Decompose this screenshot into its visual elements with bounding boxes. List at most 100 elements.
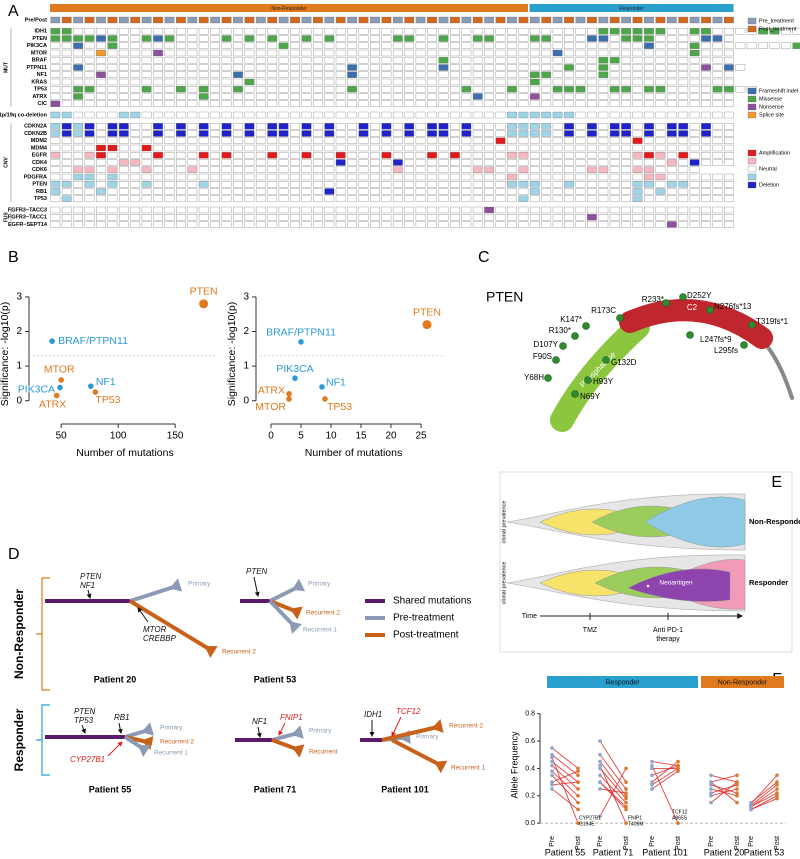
y-axis-title: Allele Frequency — [509, 731, 519, 799]
cell — [324, 206, 335, 214]
cell — [358, 71, 369, 78]
cell — [689, 78, 700, 86]
cell — [609, 152, 620, 159]
cell — [632, 166, 643, 173]
cell — [324, 214, 335, 221]
cell — [655, 93, 666, 100]
cell — [484, 49, 494, 57]
cell — [495, 49, 506, 57]
cell — [255, 181, 266, 188]
cell — [118, 195, 129, 202]
tree-leaf — [141, 736, 154, 750]
cell — [564, 195, 574, 202]
cell — [141, 206, 152, 214]
cell — [141, 86, 152, 93]
cell — [564, 166, 574, 173]
cell — [118, 93, 129, 100]
cell — [141, 111, 152, 119]
cell — [210, 28, 221, 35]
post-point — [735, 791, 739, 795]
post-point — [775, 783, 779, 787]
cell — [278, 173, 289, 181]
cell — [290, 86, 300, 93]
cell — [450, 71, 460, 78]
condition-label: Pre — [649, 836, 656, 847]
cell — [198, 188, 209, 195]
cell — [484, 100, 494, 107]
cell — [701, 159, 711, 166]
cell — [233, 159, 243, 166]
cell — [141, 144, 152, 152]
cell — [118, 221, 129, 228]
cell — [210, 57, 221, 64]
cell — [518, 166, 529, 173]
cell — [495, 181, 506, 188]
cell — [678, 111, 689, 119]
cell — [541, 221, 552, 228]
cell — [575, 130, 586, 137]
y-tick-label: 0.4 — [525, 765, 535, 772]
cell — [290, 93, 300, 100]
cell — [141, 159, 152, 166]
cell — [666, 166, 677, 173]
cell — [267, 137, 278, 144]
cell — [118, 159, 129, 166]
cell — [358, 28, 369, 35]
cell — [621, 100, 632, 107]
cell — [153, 221, 163, 228]
cell — [598, 86, 609, 93]
cell — [655, 144, 666, 152]
pre-point — [598, 773, 602, 778]
pre-point — [598, 766, 602, 771]
cell — [210, 71, 221, 78]
point — [57, 384, 63, 391]
cell — [107, 71, 118, 78]
pre-point — [550, 763, 554, 768]
cell — [529, 144, 540, 152]
mutation-dot — [602, 356, 610, 364]
cell — [153, 130, 163, 137]
cell — [507, 206, 517, 214]
cell — [301, 111, 312, 119]
pair-line — [750, 774, 778, 805]
condition-label: Post — [623, 836, 630, 850]
domain-label: C2 — [687, 303, 698, 312]
cell — [176, 86, 186, 93]
cell — [244, 42, 255, 49]
tree-leaf — [291, 744, 305, 758]
cell — [221, 16, 232, 24]
cell — [472, 144, 483, 152]
cell — [267, 181, 278, 188]
cell — [267, 86, 278, 93]
bracket — [36, 704, 50, 776]
cell — [484, 57, 494, 64]
cell — [153, 206, 163, 214]
cell — [301, 159, 312, 166]
cell — [210, 188, 221, 195]
pre-point — [650, 780, 654, 784]
cell — [324, 152, 335, 159]
x-tick-label: 10 — [325, 431, 337, 442]
cell — [107, 111, 118, 119]
x-tick-label: 25 — [415, 431, 427, 442]
cell — [644, 35, 654, 42]
cell — [313, 173, 323, 181]
cell — [495, 206, 506, 214]
cell — [381, 173, 392, 181]
cell — [564, 123, 574, 130]
post-point — [735, 783, 739, 787]
cell — [347, 195, 357, 202]
tree-leaf — [204, 646, 218, 658]
cell — [450, 206, 460, 214]
cell — [198, 100, 209, 107]
legend-label: Post-treatment — [393, 630, 459, 641]
cell — [244, 173, 255, 181]
cell — [233, 188, 243, 195]
cell — [153, 123, 163, 130]
cell — [313, 35, 323, 42]
legend-swatch — [747, 173, 757, 181]
cell — [564, 100, 574, 107]
mutation-label: L295fs — [714, 346, 738, 355]
cell — [701, 195, 711, 202]
